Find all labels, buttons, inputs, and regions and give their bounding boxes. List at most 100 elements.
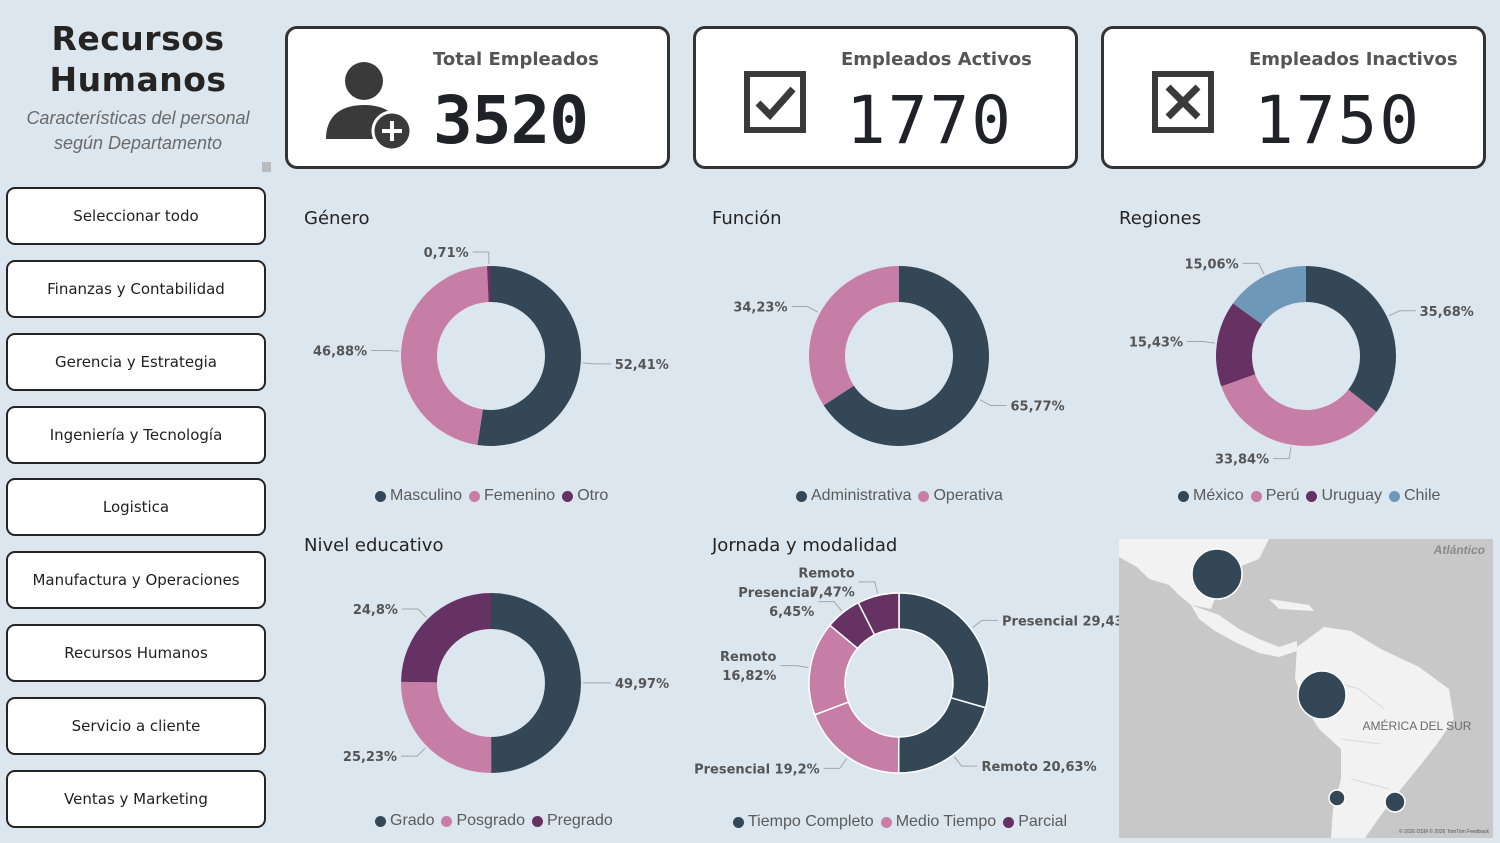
map-land-central-america [1191, 605, 1297, 657]
data-label-remoto-medio-1: 16,82% [722, 669, 776, 684]
legend-item-femenino[interactable]: Femenino [469, 487, 555, 505]
data-label-presencial-medio: Presencial 19,2% [694, 762, 820, 777]
slicer-button-logistica[interactable]: Logistica [6, 478, 266, 536]
add-user-icon [326, 62, 413, 152]
legend-label: Chile [1403, 487, 1441, 504]
legend-label: Uruguay [1321, 487, 1382, 504]
page-title-line1: Recursos [51, 19, 225, 58]
legend-item-mexico[interactable]: México [1178, 487, 1244, 505]
legend-label: Medio Tiempo [895, 813, 997, 830]
map-land-caribbean [1269, 599, 1314, 611]
legend-item-tiempo-completo[interactable]: Tiempo Completo [733, 813, 874, 831]
donut-slice-otro[interactable] [486, 266, 491, 303]
checkbox-cross-icon [1152, 71, 1214, 133]
kpi-label-total: Total Empleados [433, 49, 599, 70]
legend-dot-icon [1306, 490, 1318, 502]
legend-dot-icon [1250, 490, 1262, 502]
donut-slice-masculino[interactable] [477, 266, 581, 446]
legend-item-medio-tiempo[interactable]: Medio Tiempo [880, 813, 997, 831]
legend-item-administrativa[interactable]: Administrativa [796, 487, 911, 505]
legend-label: Femenino [484, 487, 556, 504]
map-continent-label: AMÉRICA DEL SUR [1363, 718, 1472, 733]
legend-funcion: Administrativa Operativa [796, 487, 1010, 505]
slicer-button-servicio-cliente[interactable]: Servicio a cliente [6, 697, 266, 755]
data-label-masculino: 52,41% [615, 358, 669, 373]
slicer-button-seleccionar-todo[interactable]: Seleccionar todo [6, 187, 266, 245]
chart-title-jornada: Jornada y modalidad [712, 535, 898, 556]
donut-slice-mexico[interactable] [1306, 266, 1396, 412]
donut-slice-remoto-completo[interactable] [897, 696, 987, 774]
donut-slice-presencial-completo[interactable] [898, 592, 990, 709]
legend-genero: Masculino Femenino Otro [375, 487, 615, 505]
legend-item-pregrado[interactable]: Pregrado [531, 812, 613, 830]
data-label-chile: 15,06% [1184, 257, 1238, 272]
donut-slice-chile[interactable] [1232, 266, 1306, 325]
slicer-button-recursos-humanos[interactable]: Recursos Humanos [6, 624, 266, 682]
donut-slice-peru[interactable] [1221, 374, 1377, 446]
legend-dot-icon [562, 490, 574, 502]
legend-jornada: Tiempo Completo Medio Tiempo Parcial [733, 813, 1074, 831]
kpi-card-total: Total Empleados 3520 [285, 26, 670, 169]
legend-label: Tiempo Completo [748, 813, 874, 830]
kpi-value-activos: 1770 [846, 82, 1013, 159]
chart-title-genero: Género [304, 208, 370, 229]
data-label-posgrado: 25,23% [343, 750, 397, 765]
data-label-remoto-medio-0: Remoto [720, 650, 777, 665]
legend-item-parcial[interactable]: Parcial [1003, 813, 1067, 831]
kpi-card-activos: Empleados Activos 1770 [693, 26, 1078, 169]
leader-line [1273, 446, 1292, 460]
slicer-button-ventas[interactable]: Ventas y Marketing [6, 770, 266, 828]
legend-item-chile[interactable]: Chile [1388, 487, 1441, 505]
leader-line [1242, 262, 1265, 275]
data-label-operativa: 34,23% [733, 301, 787, 316]
leader-line [371, 349, 400, 352]
kpi-value-inactivos: 1750 [1254, 82, 1421, 159]
donut-slice-operativa[interactable] [809, 266, 899, 406]
leader-line [780, 665, 809, 669]
donut-slice-administrativa[interactable] [823, 266, 989, 447]
kpi-label-inactivos: Empleados Inactivos [1249, 49, 1458, 70]
legend-label: Otro [577, 487, 609, 504]
slicer-button-gerencia[interactable]: Gerencia y Estrategia [6, 333, 266, 391]
legend-item-operativa[interactable]: Operativa [918, 487, 1003, 505]
regions-map[interactable]: Atlántico AMÉRICA DEL SUR © 2026 OSM © 2… [1119, 539, 1493, 838]
legend-dot-icon [1003, 816, 1015, 828]
donut-slice-femenino[interactable] [401, 266, 489, 445]
legend-item-peru[interactable]: Perú [1250, 487, 1299, 505]
donut-slice-presencial-medio[interactable] [813, 701, 900, 774]
data-label-administrativa: 65,77% [1010, 399, 1064, 414]
legend-item-otro[interactable]: Otro [562, 487, 608, 505]
data-label-remoto-completo: Remoto 20,63% [981, 760, 1096, 775]
data-label-mexico: 35,68% [1420, 305, 1474, 320]
donut-slice-posgrado[interactable] [401, 681, 492, 773]
donut-slice-grado[interactable] [491, 593, 581, 773]
legend-dot-icon [880, 816, 892, 828]
donut-slice-remoto-parcial[interactable] [857, 592, 900, 636]
legend-label: Masculino [390, 487, 463, 504]
legend-item-posgrado[interactable]: Posgrado [441, 812, 525, 830]
data-label-peru: 33,84% [1215, 453, 1269, 468]
data-label-remoto-parcial-1: 7,47% [810, 585, 855, 600]
legend-label: Administrativa [811, 487, 912, 504]
kpi-card-inactivos: Empleados Inactivos 1750 [1101, 26, 1486, 169]
data-label-femenino: 46,88% [313, 344, 367, 359]
checkbox-checked-icon [744, 71, 806, 133]
legend-item-masculino[interactable]: Masculino [375, 487, 462, 505]
chart-title-funcion: Función [712, 208, 782, 229]
slicer-button-manufactura[interactable]: Manufactura y Operaciones [6, 551, 266, 609]
legend-item-grado[interactable]: Grado [375, 812, 434, 830]
donut-slice-uruguay[interactable] [1216, 303, 1263, 387]
kpi-value-total: 3520 [433, 82, 589, 159]
slicer-scroll-marker[interactable] [262, 162, 271, 172]
map-bubble-mexico [1191, 548, 1243, 600]
legend-dot-icon [796, 490, 807, 502]
leader-line [818, 601, 843, 612]
donut-slice-pregrado[interactable] [401, 593, 491, 683]
legend-item-uruguay[interactable]: Uruguay [1306, 487, 1382, 505]
leader-line [1187, 340, 1215, 344]
slicer-button-ingenieria[interactable]: Ingeniería y Tecnología [6, 406, 266, 464]
slicer-button-finanzas[interactable]: Finanzas y Contabilidad [6, 260, 266, 318]
